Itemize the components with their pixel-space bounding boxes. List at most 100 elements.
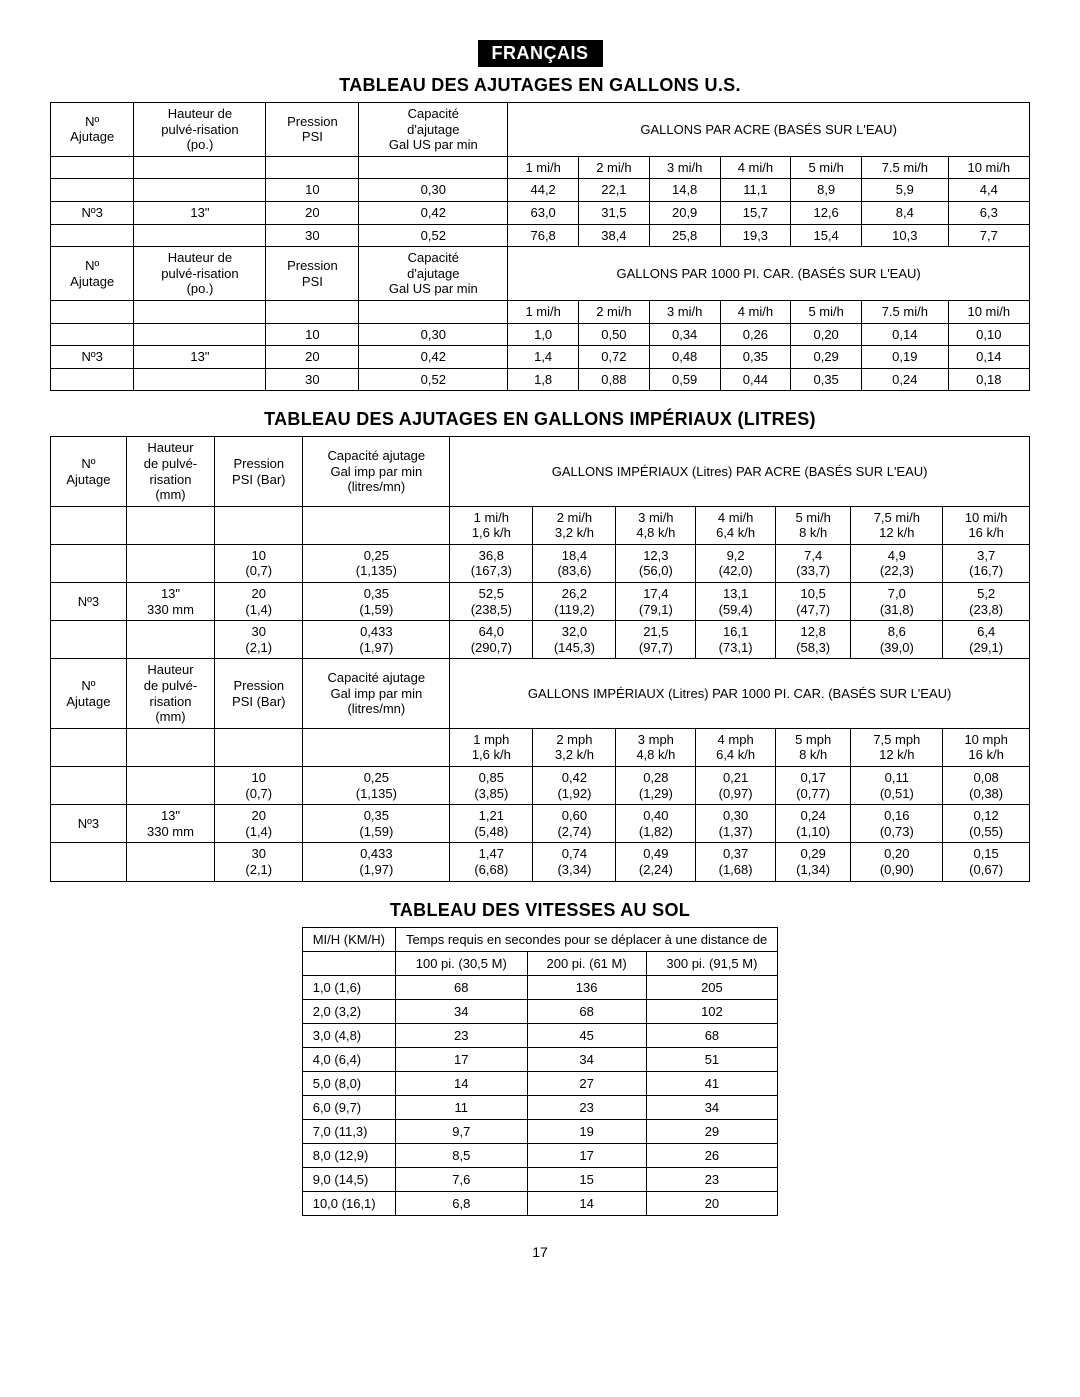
table-cell: 0,19: [862, 346, 949, 369]
table-cell: [51, 621, 127, 659]
table-cell: 0,17(0,77): [776, 767, 851, 805]
speed-row-label: 2,0 (3,2): [302, 999, 395, 1023]
speed-header: 2 mi/h3,2 k/h: [533, 506, 616, 544]
table-cell: 19,3: [720, 224, 791, 247]
table-cell: 0,42(1,92): [533, 767, 616, 805]
table-cell: 18,4(83,6): [533, 544, 616, 582]
table-cell: 5,2(23,8): [943, 583, 1030, 621]
speed-header: 2 mph3,2 k/h: [533, 728, 616, 766]
table-cell: 44,2: [508, 179, 579, 202]
table-cell: 12,6: [791, 201, 862, 224]
speed-cell: 15: [527, 1167, 646, 1191]
speed-header: 5 mi/h: [791, 156, 862, 179]
table-cell: 31,5: [579, 201, 650, 224]
speed-cell: 20: [646, 1191, 778, 1215]
table-cell: Nº3: [51, 583, 127, 621]
table-span-header: GALLONS PAR ACRE (BASÉS SUR L'EAU): [508, 103, 1030, 157]
speed-row-label: 4,0 (6,4): [302, 1047, 395, 1071]
distance-header: 200 pi. (61 M): [527, 951, 646, 975]
speed-header: 4 mph6,4 k/h: [696, 728, 776, 766]
table-cell: 15,7: [720, 201, 791, 224]
speed-row-label: 10,0 (16,1): [302, 1191, 395, 1215]
distance-header: 300 pi. (91,5 M): [646, 951, 778, 975]
speed-header-span: Temps requis en secondes pour se déplace…: [395, 927, 777, 951]
table-cell: 64,0(290,7): [450, 621, 533, 659]
speed-cell: 34: [646, 1095, 778, 1119]
table-header: Hauteur depulvé-risation(po.): [134, 103, 266, 157]
table-cell: 12,8(58,3): [776, 621, 851, 659]
table-cell: 30(2,1): [215, 621, 303, 659]
speed-cell: 29: [646, 1119, 778, 1143]
table-cell: 0,21(0,97): [696, 767, 776, 805]
speed-header: 7.5 mi/h: [862, 156, 949, 179]
speed-header: 3 mi/h4,8 k/h: [616, 506, 696, 544]
table-header: Capacitéd'ajutageGal US par min: [359, 247, 508, 301]
speed-header: 1 mi/h: [508, 156, 579, 179]
table-cell: 11,1: [720, 179, 791, 202]
speed-cell: 205: [646, 975, 778, 999]
table-header: NºAjutage: [51, 437, 127, 506]
table-cell: 12,3(56,0): [616, 544, 696, 582]
table-cell: 0,15(0,67): [943, 843, 1030, 881]
table-span-header: GALLONS IMPÉRIAUX (Litres) PAR 1000 PI. …: [450, 659, 1030, 728]
speed-cell: 11: [395, 1095, 527, 1119]
table-cell: 21,5(97,7): [616, 621, 696, 659]
speed-row-label: 1,0 (1,6): [302, 975, 395, 999]
speed-header: 3 mi/h: [649, 300, 720, 323]
speed-row-label: 8,0 (12,9): [302, 1143, 395, 1167]
table-cell: 0,28(1,29): [616, 767, 696, 805]
table-span-header: GALLONS IMPÉRIAUX (Litres) PAR ACRE (BAS…: [450, 437, 1030, 506]
speed-header: 4 mi/h6,4 k/h: [696, 506, 776, 544]
table-cell: 10: [266, 323, 359, 346]
table-cell: 20,9: [649, 201, 720, 224]
table-cell: 0,433(1,97): [303, 843, 450, 881]
table-cell: 0,29(1,34): [776, 843, 851, 881]
table-cell: 0,25(1,135): [303, 544, 450, 582]
table-cell: [51, 843, 127, 881]
table-cell: [51, 544, 127, 582]
table-cell: 20(1,4): [215, 583, 303, 621]
table-header: Capacitéd'ajutageGal US par min: [359, 103, 508, 157]
table-cell: 0,85(3,85): [450, 767, 533, 805]
page-number: 17: [50, 1244, 1030, 1260]
table-cell: 10: [266, 179, 359, 202]
speed-cell: 8,5: [395, 1143, 527, 1167]
table-cell: 1,0: [508, 323, 579, 346]
table-cell: 9,2(42,0): [696, 544, 776, 582]
table-cell: 0,16(0,73): [851, 805, 943, 843]
speed-cell: 17: [527, 1143, 646, 1167]
table-cell: 0,44: [720, 368, 791, 391]
table-span-header: GALLONS PAR 1000 PI. CAR. (BASÉS SUR L'E…: [508, 247, 1030, 301]
table-cell: Nº3: [51, 201, 134, 224]
table-cell: 0,52: [359, 224, 508, 247]
table-cell: 0,72: [579, 346, 650, 369]
table-cell: 10(0,7): [215, 544, 303, 582]
speed-cell: 27: [527, 1071, 646, 1095]
table-cell: 30: [266, 368, 359, 391]
table-cell: [51, 179, 134, 202]
table-header: NºAjutage: [51, 659, 127, 728]
speed-cell: 14: [395, 1071, 527, 1095]
table-cell: 0,59: [649, 368, 720, 391]
table-cell: [134, 323, 266, 346]
speed-cell: 102: [646, 999, 778, 1023]
table-cell: 20(1,4): [215, 805, 303, 843]
table-cell: 0,30: [359, 323, 508, 346]
speed-header: 7,5 mi/h12 k/h: [851, 506, 943, 544]
table-cell: 13": [134, 201, 266, 224]
table-cell: 0,08(0,38): [943, 767, 1030, 805]
ground-speed-table: MI/H (KM/H)Temps requis en secondes pour…: [302, 927, 779, 1216]
speed-cell: 34: [527, 1047, 646, 1071]
speed-cell: 7,6: [395, 1167, 527, 1191]
table-cell: 10,5(47,7): [776, 583, 851, 621]
speed-row-label: 5,0 (8,0): [302, 1071, 395, 1095]
table-cell: 0,30: [359, 179, 508, 202]
table-header: Capacité ajutageGal imp par min(litres/m…: [303, 659, 450, 728]
speed-cell: 23: [646, 1167, 778, 1191]
table-cell: 15,4: [791, 224, 862, 247]
table-header: NºAjutage: [51, 247, 134, 301]
table-cell: 0,12(0,55): [943, 805, 1030, 843]
table-cell: 20: [266, 346, 359, 369]
table-cell: 7,0(31,8): [851, 583, 943, 621]
table-cell: 38,4: [579, 224, 650, 247]
